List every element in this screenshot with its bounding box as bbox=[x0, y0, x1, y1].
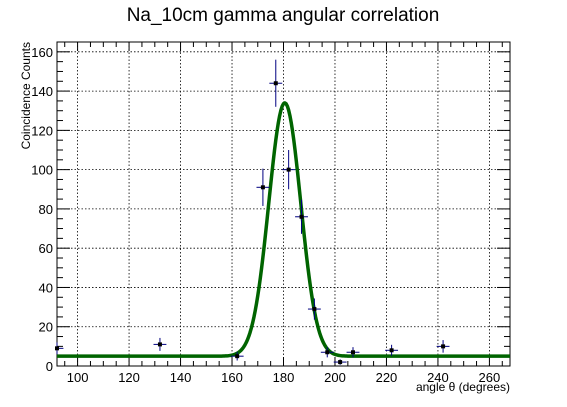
data-point bbox=[436, 340, 450, 353]
data-marker bbox=[273, 81, 278, 86]
y-tick-label: 100 bbox=[31, 163, 53, 178]
data-marker bbox=[286, 167, 291, 172]
y-tick-label: 0 bbox=[46, 359, 53, 374]
axis-ticks bbox=[57, 41, 510, 367]
y-tick-label: 160 bbox=[31, 45, 53, 60]
data-marker bbox=[325, 350, 330, 355]
data-point bbox=[282, 150, 296, 190]
x-tick-label: 180 bbox=[273, 370, 295, 385]
grid-lines bbox=[57, 42, 510, 366]
chart-title: Na_10cm gamma angular correlation bbox=[127, 5, 440, 26]
y-tick-label: 80 bbox=[39, 202, 53, 217]
x-tick-label: 140 bbox=[170, 370, 192, 385]
y-tick-label: 120 bbox=[31, 123, 53, 138]
data-point bbox=[307, 298, 321, 320]
data-marker bbox=[441, 344, 446, 349]
x-tick-label: 160 bbox=[221, 370, 243, 385]
x-tick-label: 220 bbox=[376, 370, 398, 385]
data-point bbox=[55, 342, 64, 355]
y-tick-label: 140 bbox=[31, 84, 53, 99]
y-tick-label: 40 bbox=[39, 280, 53, 295]
x-axis-label: angle θ (degrees) bbox=[416, 380, 510, 394]
data-marker bbox=[235, 354, 240, 359]
data-marker bbox=[157, 342, 162, 347]
data-marker bbox=[55, 346, 59, 351]
data-point bbox=[269, 59, 283, 107]
x-tick-label: 100 bbox=[67, 370, 89, 385]
data-marker bbox=[389, 348, 394, 353]
x-tick-labels: 100 120 140 160 180 200 220 240 260 bbox=[67, 370, 501, 385]
x-tick-label: 260 bbox=[479, 370, 501, 385]
data-points bbox=[55, 59, 450, 365]
y-tick-labels: 0 20 40 60 80 100 120 140 160 bbox=[31, 45, 53, 374]
data-point bbox=[385, 344, 399, 356]
data-point bbox=[295, 199, 308, 234]
data-point bbox=[346, 347, 360, 358]
data-point bbox=[333, 359, 347, 365]
y-tick-label: 20 bbox=[39, 320, 53, 335]
data-marker bbox=[299, 214, 304, 219]
fit-curve-group bbox=[56, 101, 511, 358]
y-tick-label: 60 bbox=[39, 241, 53, 256]
x-tick-label: 200 bbox=[324, 370, 346, 385]
data-marker bbox=[350, 350, 355, 355]
data-marker bbox=[338, 360, 343, 365]
data-point bbox=[153, 337, 167, 351]
data-marker bbox=[312, 307, 317, 312]
x-tick-label: 120 bbox=[118, 370, 140, 385]
data-marker bbox=[260, 185, 265, 190]
data-point bbox=[320, 347, 334, 358]
y-axis-label: Coincidence Counts bbox=[19, 42, 33, 149]
data-point bbox=[256, 168, 270, 206]
fit-curve bbox=[56, 101, 511, 358]
x-tick-label: 240 bbox=[427, 370, 449, 385]
data-point bbox=[230, 351, 244, 361]
